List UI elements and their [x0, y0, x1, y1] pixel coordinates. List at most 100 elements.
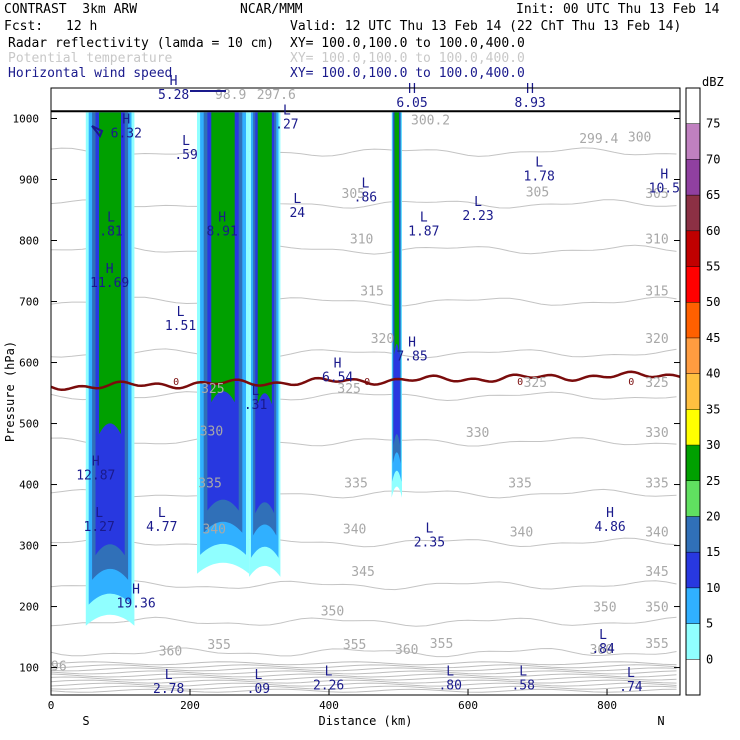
- colorbar-label: 30: [706, 438, 720, 452]
- theta-label: 340: [343, 522, 366, 537]
- colorbar-swatch: [686, 123, 700, 160]
- theta-label: 340: [510, 525, 533, 540]
- wind-extremum-type: L: [474, 195, 482, 210]
- x-end-label-left: S: [82, 714, 89, 728]
- colorbar-unit: dBZ: [702, 75, 724, 89]
- theta-label: 335: [508, 477, 531, 492]
- colorbar-swatch: [686, 373, 700, 410]
- reflectivity-band: [394, 112, 400, 355]
- reflectivity-band: [257, 112, 272, 405]
- colorbar-label: 10: [706, 581, 720, 595]
- model-title: CONTRAST 3km ARW: [4, 2, 138, 17]
- colorbar-swatch: [686, 266, 700, 303]
- field-xy-reflectivity: XY= 100.0,100.0 to 100.0,400.0: [290, 36, 525, 51]
- wind-extremum-value: 2.78: [153, 682, 184, 697]
- y-axis-label: Pressure (hPa): [3, 341, 17, 442]
- wind-extremum-type: H: [408, 82, 416, 97]
- reflectivity-band: [99, 112, 121, 435]
- wind-extremum-value: 6.32: [111, 127, 142, 142]
- y-tick-label: 700: [19, 296, 39, 309]
- y-tick-label: 800: [19, 235, 39, 248]
- wind-extremum-value: 2.26: [313, 679, 344, 694]
- wind-extremum: L1.87: [408, 210, 439, 239]
- colorbar-swatch: [686, 552, 700, 589]
- wind-extremum: L1.27: [84, 506, 115, 535]
- colorbar-label: 75: [706, 117, 720, 131]
- wind-extremum-type: H: [106, 262, 114, 277]
- colorbar-swatch: [686, 480, 700, 517]
- theta-contour-315: [51, 296, 677, 307]
- wind-extremum-type: H: [122, 113, 130, 128]
- wind-extremum-type: L: [425, 521, 433, 536]
- theta-label: 320: [371, 332, 394, 347]
- wind-extremum: H8.93: [514, 82, 545, 111]
- wind-extremum-value: 1.27: [84, 520, 115, 535]
- wind-extremum: L4.77: [146, 506, 177, 535]
- colorbar-swatch: [686, 659, 700, 696]
- theta-label: 300: [628, 131, 651, 146]
- theta-label: 325: [524, 376, 547, 391]
- wind-extremum-type: L: [599, 628, 607, 643]
- theta-label: 305: [526, 186, 549, 201]
- colorbar-swatch: [686, 159, 700, 196]
- theta-label: 360: [159, 644, 182, 659]
- y-tick-label: 300: [19, 540, 39, 553]
- wind-extremum: L1.51: [165, 305, 196, 334]
- y-tick-label: 400: [19, 479, 39, 492]
- y-tick-label: 500: [19, 418, 39, 431]
- wind-extremum-value: 24: [289, 206, 305, 221]
- theta-label: 345: [351, 565, 374, 580]
- wind-extremum: H8.91: [207, 210, 238, 239]
- theta-label: 350: [593, 600, 616, 615]
- wind-extremum: L.09: [247, 668, 270, 697]
- theta-contour-upper: [51, 664, 677, 669]
- wind-extremum-type: H: [334, 357, 342, 372]
- theta-label: 315: [645, 284, 668, 299]
- y-tick-label: 200: [19, 601, 39, 614]
- wind-extremum: L.31: [244, 384, 267, 413]
- wind-extremum: H4.86: [594, 506, 625, 535]
- theta-contour-330: [51, 437, 677, 447]
- colorbar-label: 5: [706, 617, 713, 631]
- theta-label: 305: [645, 187, 668, 202]
- x-axis-label: Distance (km): [319, 714, 413, 728]
- theta-label: 315: [360, 284, 383, 299]
- wind-extremum: L.74: [619, 666, 643, 695]
- wind-extremum-type: H: [92, 454, 100, 469]
- theta-label: 350: [321, 605, 344, 620]
- wind-extremum-type: L: [519, 665, 527, 680]
- center-name: NCAR/MMM: [240, 2, 303, 17]
- freezing-level-label: 0: [517, 377, 523, 388]
- wind-extremum-value: 10.5: [649, 182, 680, 197]
- wind-extremum: L2.26: [313, 665, 344, 694]
- theta-contour-335: [51, 488, 677, 499]
- theta-label: 360: [395, 643, 418, 658]
- wind-extremum-value: 5.28: [158, 88, 189, 103]
- wind-extremum: H5.28: [158, 74, 189, 103]
- theta-label: 340: [203, 522, 226, 537]
- theta-label: 96: [51, 660, 67, 675]
- wind-extremum-value: 12.87: [76, 468, 115, 483]
- wind-extremum-value: 2.23: [462, 209, 493, 224]
- theta-label: 330: [645, 426, 668, 441]
- wind-extremum: H7.85: [396, 335, 427, 364]
- theta-contour-upper: [51, 670, 677, 675]
- wind-extremum-value: .27: [275, 118, 298, 133]
- colorbar-swatch: [686, 409, 700, 446]
- wind-extremum-value: .58: [511, 679, 534, 694]
- wind-extremum-value: 6.05: [396, 96, 427, 111]
- freezing-level-line: 0 0 0 0: [51, 370, 680, 392]
- valid-time: Valid: 12 UTC Thu 13 Feb 14 (22 ChT Thu …: [290, 19, 682, 34]
- theta-contour-305: [51, 199, 677, 209]
- wind-extremum: L2.78: [153, 668, 184, 697]
- wind-extremum-value: 4.77: [146, 520, 177, 535]
- wind-extremum: L.58: [511, 665, 534, 694]
- wind-extremum-value: 7.85: [396, 349, 427, 364]
- colorbar-label: 25: [706, 474, 720, 488]
- wind-extremum-value: 4.86: [594, 520, 625, 535]
- reflectivity-band: [211, 112, 235, 403]
- colorbar-swatch: [686, 230, 700, 267]
- theta-label: 320: [645, 332, 668, 347]
- wind-extremum-type: L: [325, 665, 333, 680]
